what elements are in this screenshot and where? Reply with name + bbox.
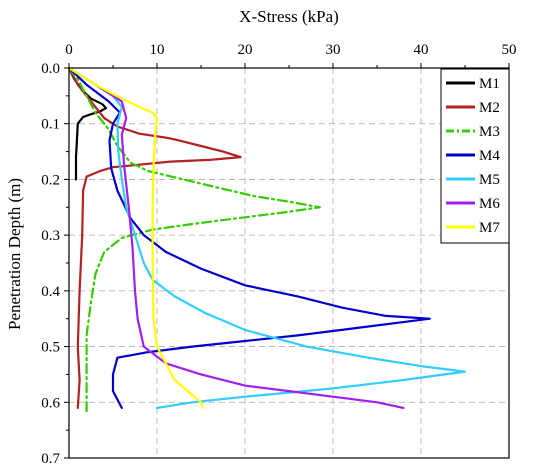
y-tick-label: 0.6 bbox=[41, 395, 60, 411]
legend-label-m5: M5 bbox=[479, 172, 500, 188]
series-line-m6 bbox=[67, 66, 405, 409]
legend-label-m4: M4 bbox=[479, 148, 500, 164]
x-tick-label: 40 bbox=[414, 42, 429, 58]
x-tick-label: 0 bbox=[65, 42, 73, 58]
ticks: 0 10 20 30 40 50 0.0 0.1 0.2 0.3 0.4 0.5 0.6 0.7 bbox=[41, 42, 516, 467]
x-axis-title: X-Stress (kPa) bbox=[239, 7, 339, 26]
x-tick-label: 30 bbox=[326, 42, 341, 58]
y-tick-label: 0.5 bbox=[41, 340, 60, 356]
grid bbox=[69, 68, 509, 458]
x-tick-label: 10 bbox=[150, 42, 165, 58]
y-tick-label: 0.4 bbox=[41, 284, 60, 300]
series-line-m7 bbox=[67, 66, 204, 409]
series-line-m3 bbox=[67, 66, 321, 415]
legend-label-m2: M2 bbox=[479, 100, 500, 116]
y-tick-label: 0.7 bbox=[41, 451, 60, 467]
legend: M1 M2 M3 M4 M5 M6 M7 bbox=[440, 68, 510, 244]
legend-label-m6: M6 bbox=[479, 196, 500, 212]
x-tick-label: 50 bbox=[502, 42, 517, 58]
series-line-m4 bbox=[67, 66, 431, 409]
legend-label-m7: M7 bbox=[479, 220, 500, 236]
legend-label-m3: M3 bbox=[479, 124, 500, 140]
y-tick-label: 0.1 bbox=[41, 117, 60, 133]
x-tick-label: 20 bbox=[238, 42, 253, 58]
y-tick-label: 0.2 bbox=[41, 172, 60, 188]
series-line-m5 bbox=[67, 66, 467, 409]
legend-label-m1: M1 bbox=[479, 76, 500, 92]
y-tick-label: 0.0 bbox=[41, 61, 60, 77]
series-layer bbox=[67, 66, 467, 415]
y-tick-label: 0.3 bbox=[41, 228, 60, 244]
y-axis-title: Penetration Depth (m) bbox=[5, 178, 24, 330]
